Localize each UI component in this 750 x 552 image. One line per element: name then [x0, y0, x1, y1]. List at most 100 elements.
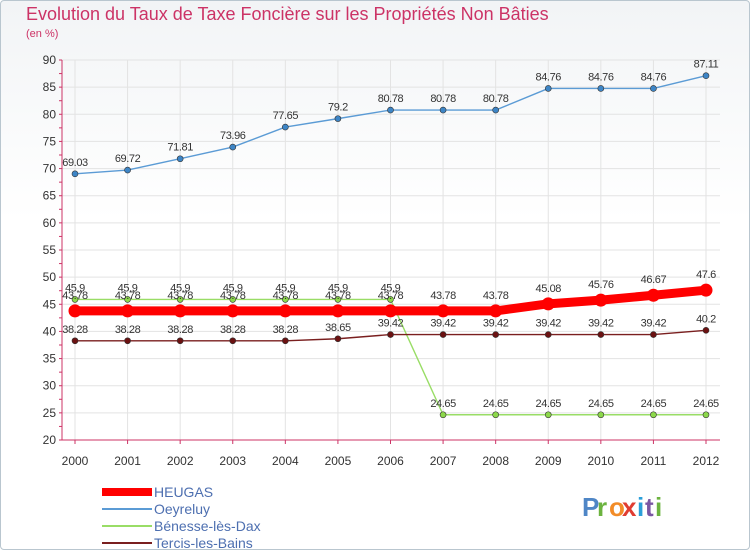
- data-point: [541, 297, 555, 311]
- data-label: 45.9: [328, 282, 348, 294]
- data-point: [68, 304, 82, 318]
- data-label: 38.28: [115, 324, 141, 336]
- data-point: [544, 85, 552, 92]
- data-point: [489, 304, 503, 318]
- data-label: 80.78: [378, 93, 404, 105]
- data-label: 77.65: [273, 110, 299, 122]
- data-label: 84.76: [535, 71, 561, 83]
- logo-letter: i: [637, 492, 644, 522]
- proxiti-logo: Pr ox i t i: [582, 492, 662, 522]
- data-point: [702, 327, 710, 334]
- data-labels: 69.03 69.72 71.81 73.96 77.65 79.2 80.78 80.78 8…: [62, 59, 719, 410]
- legend-label: Bénesse-lès-Dax: [154, 518, 261, 534]
- data-label: 47.6: [696, 269, 716, 281]
- x-tick-label: 2007: [430, 454, 457, 468]
- data-point: [597, 411, 605, 419]
- data-label: 69.72: [115, 153, 141, 165]
- logo-letter: P: [582, 492, 599, 522]
- data-point: [176, 337, 184, 345]
- x-tick-label: 2010: [587, 454, 614, 468]
- data-point: [702, 72, 710, 79]
- data-point: [331, 304, 345, 318]
- data-label: 80.78: [483, 93, 509, 105]
- y-tick-label: 25: [43, 406, 57, 420]
- data-point: [597, 85, 605, 92]
- data-point: [387, 331, 394, 338]
- y-tick-label: 80: [43, 107, 57, 121]
- data-label: 80.78: [430, 93, 456, 105]
- x-tick-label: 2012: [693, 454, 720, 468]
- data-label: 71.81: [167, 142, 193, 154]
- data-label: 69.03: [62, 157, 88, 169]
- data-label: 38.28: [62, 324, 88, 336]
- data-point: [544, 331, 552, 338]
- data-point: [597, 331, 605, 338]
- x-tick-label: 2008: [482, 454, 509, 468]
- data-point: [439, 331, 447, 338]
- data-point: [594, 293, 608, 307]
- legend-label: Oeyreluy: [154, 501, 211, 517]
- data-label: 84.76: [588, 71, 614, 83]
- data-point: [71, 296, 79, 303]
- data-label: 39.42: [483, 318, 509, 330]
- data-point: [334, 335, 342, 343]
- data-label: 24.65: [641, 398, 667, 410]
- data-label: 43.78: [273, 290, 299, 302]
- data-label: 38.65: [325, 322, 351, 334]
- data-point: [650, 331, 657, 338]
- data-point: [650, 411, 657, 419]
- data-label: 84.76: [641, 71, 667, 83]
- data-label: 45.9: [223, 282, 243, 294]
- data-label: 45.9: [170, 282, 190, 294]
- data-point: [699, 283, 713, 297]
- legend-swatch: [102, 542, 152, 544]
- y-tick-label: 75: [43, 134, 57, 148]
- data-point: [492, 331, 499, 338]
- data-point: [387, 106, 394, 114]
- legend-swatch: [102, 488, 152, 496]
- legend-label: HEUGAS: [154, 484, 214, 500]
- data-label: 24.65: [588, 398, 614, 410]
- data-label: 24.65: [430, 398, 456, 410]
- y-tick-label: 65: [43, 189, 57, 203]
- data-label: 43.78: [115, 290, 141, 302]
- y-tick-label: 55: [43, 243, 57, 257]
- data-point: [173, 304, 187, 318]
- data-point: [334, 296, 342, 303]
- x-tick-label: 2000: [62, 454, 89, 468]
- logo-letter: t: [645, 492, 654, 522]
- data-label: 39.42: [641, 318, 667, 330]
- data-point: [71, 170, 79, 178]
- logo-letter: o: [609, 492, 625, 522]
- x-tick-label: 2001: [114, 454, 141, 468]
- data-label: 39.42: [535, 318, 561, 330]
- data-label: 79.2: [328, 102, 348, 114]
- data-point: [229, 296, 237, 303]
- legend-label: Tercis-les-Bains: [154, 535, 253, 551]
- data-point: [282, 123, 289, 131]
- data-point: [124, 296, 131, 303]
- data-point: [176, 155, 184, 163]
- y-tick-label: 90: [43, 53, 57, 67]
- data-point: [492, 411, 499, 419]
- data-label: 73.96: [220, 130, 246, 142]
- data-label: 24.65: [535, 398, 561, 410]
- data-label: 38.28: [220, 324, 246, 336]
- data-point: [646, 288, 660, 302]
- data-label: 45.08: [535, 283, 561, 295]
- data-label: 87.11: [694, 59, 719, 71]
- data-label: 43.78: [220, 290, 246, 302]
- y-tick-label: 50: [43, 270, 57, 284]
- chart-unit-label: (en %): [26, 28, 59, 40]
- data-label: 39.42: [430, 318, 456, 330]
- data-point: [124, 337, 131, 345]
- data-point: [439, 411, 447, 419]
- data-point: [384, 304, 397, 318]
- axes: 20 25 30 35 40 45 50 55 60 65 70 75 80 85 90 2000 2001 20…: [43, 53, 720, 468]
- data-point: [436, 304, 450, 318]
- series: [68, 72, 713, 419]
- chart-title: Evolution du Taux de Taxe Foncière sur l…: [26, 4, 549, 24]
- data-label: 38.28: [167, 324, 193, 336]
- data-point: [278, 304, 292, 318]
- x-tick-label: 2002: [167, 454, 194, 468]
